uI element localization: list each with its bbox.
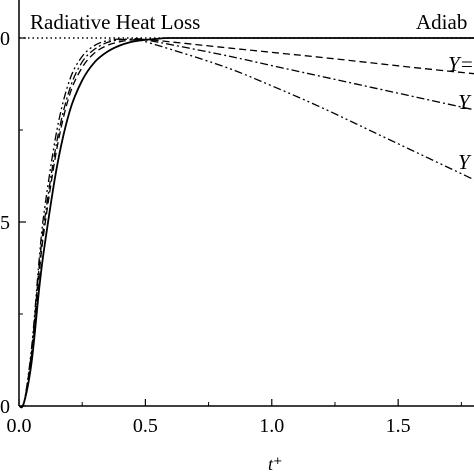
annotation-adiabatic: Adiab — [416, 10, 467, 34]
y-tick-label: 0 — [0, 28, 10, 50]
series-line-4 — [18, 38, 474, 409]
x-tick-label: 0.5 — [133, 415, 158, 437]
curve-label-2: Y — [458, 90, 472, 114]
x-axis-label: t⁺ — [268, 454, 283, 474]
series-group — [18, 37, 474, 409]
series-line-1 — [18, 37, 474, 408]
x-tick-label: 1.5 — [386, 415, 411, 437]
curve-label-3: Y — [458, 150, 472, 174]
x-tick-label: 0.0 — [7, 415, 32, 437]
series-line-2 — [18, 38, 474, 408]
annotation-radiative-heat-loss: Radiative Heat Loss — [30, 10, 200, 34]
y-tick-label: 0 — [0, 396, 10, 418]
x-tick-label: 1.0 — [259, 415, 284, 437]
tick-group: 0.0 0.5 1.0 1.5 0 5 0 — [0, 28, 462, 437]
series-line-3 — [18, 37, 474, 409]
curve-label-1: Y= — [448, 52, 474, 76]
y-tick-label: 5 — [0, 212, 10, 234]
